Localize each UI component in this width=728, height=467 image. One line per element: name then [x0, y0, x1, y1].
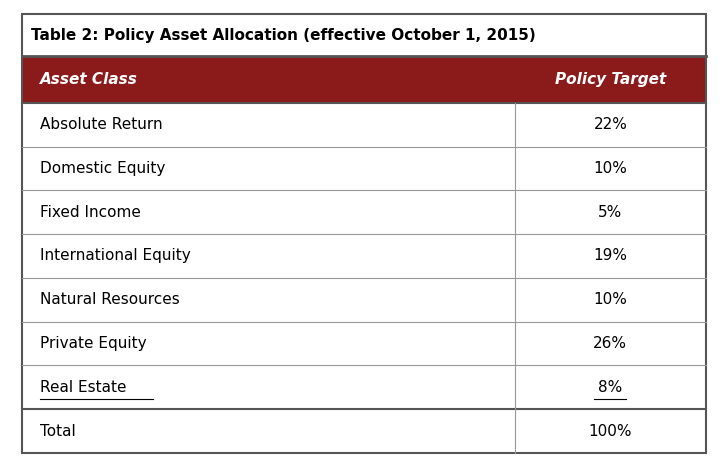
Text: International Equity: International Equity [40, 248, 191, 263]
Text: Private Equity: Private Equity [40, 336, 146, 351]
Text: Total: Total [40, 424, 76, 439]
Text: 22%: 22% [593, 117, 628, 132]
Text: Domestic Equity: Domestic Equity [40, 161, 165, 176]
Text: 26%: 26% [593, 336, 628, 351]
Text: Absolute Return: Absolute Return [40, 117, 162, 132]
Text: 5%: 5% [598, 205, 622, 219]
Text: 19%: 19% [593, 248, 628, 263]
Text: Policy Target: Policy Target [555, 72, 666, 87]
Text: 100%: 100% [589, 424, 632, 439]
Text: Table 2: Policy Asset Allocation (effective October 1, 2015): Table 2: Policy Asset Allocation (effect… [31, 28, 535, 42]
Text: 8%: 8% [598, 380, 622, 395]
Text: Asset Class: Asset Class [40, 72, 138, 87]
Text: Real Estate: Real Estate [40, 380, 127, 395]
Text: 10%: 10% [593, 161, 628, 176]
Text: Natural Resources: Natural Resources [40, 292, 180, 307]
Text: 10%: 10% [593, 292, 628, 307]
Text: Fixed Income: Fixed Income [40, 205, 141, 219]
